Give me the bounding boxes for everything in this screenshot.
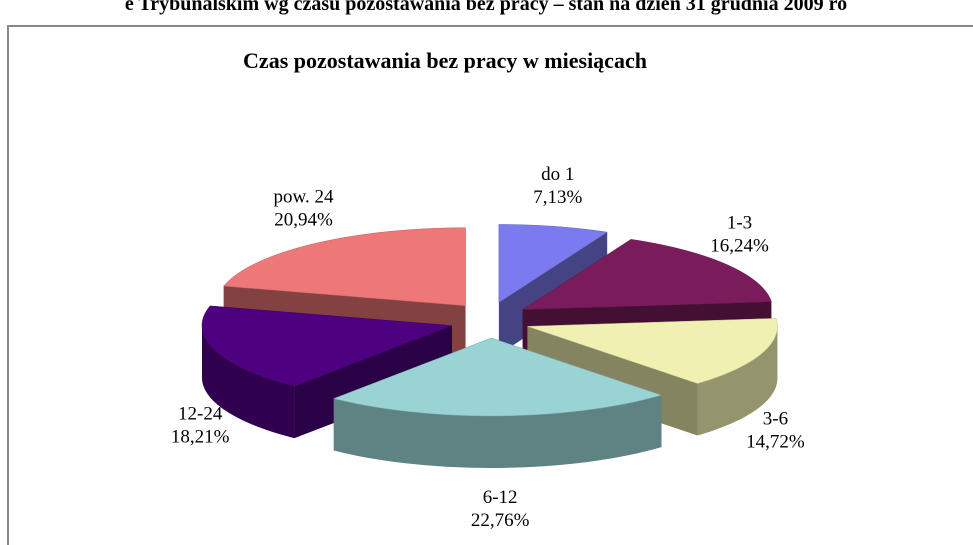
- slice-value-label: 14,72%: [746, 432, 805, 453]
- slice-label: 3-6: [763, 409, 788, 430]
- slice-top: [201, 305, 453, 387]
- slice-value-label: 7,13%: [533, 187, 582, 208]
- frame: [7, 25, 973, 545]
- chart-title: Czas pozostawania bez pracy w miesiącach: [243, 48, 647, 73]
- slice-top: [223, 227, 466, 307]
- slice-value-label: 22,76%: [471, 510, 530, 531]
- page-header: e Trybunalskim wg czasu pozostawania bez…: [125, 0, 847, 15]
- slice-label: pow. 24: [274, 186, 334, 207]
- slice-top: [332, 337, 663, 417]
- slice-label: do 1: [541, 164, 574, 185]
- slice-label: 1-3: [727, 212, 752, 233]
- slice-top: [498, 224, 608, 303]
- slice-label: 6-12: [483, 487, 518, 508]
- slice-top: [527, 318, 778, 384]
- slice-value-label: 18,21%: [171, 427, 230, 448]
- slice-value-label: 20,94%: [274, 209, 333, 230]
- slice: [332, 337, 663, 468]
- slice-side: [697, 326, 778, 436]
- slice-side: [201, 325, 295, 439]
- slice-label: 12-24: [178, 404, 223, 425]
- slice-side: [333, 395, 662, 468]
- slice-value-label: 16,24%: [710, 235, 769, 256]
- slice-top: [521, 239, 772, 310]
